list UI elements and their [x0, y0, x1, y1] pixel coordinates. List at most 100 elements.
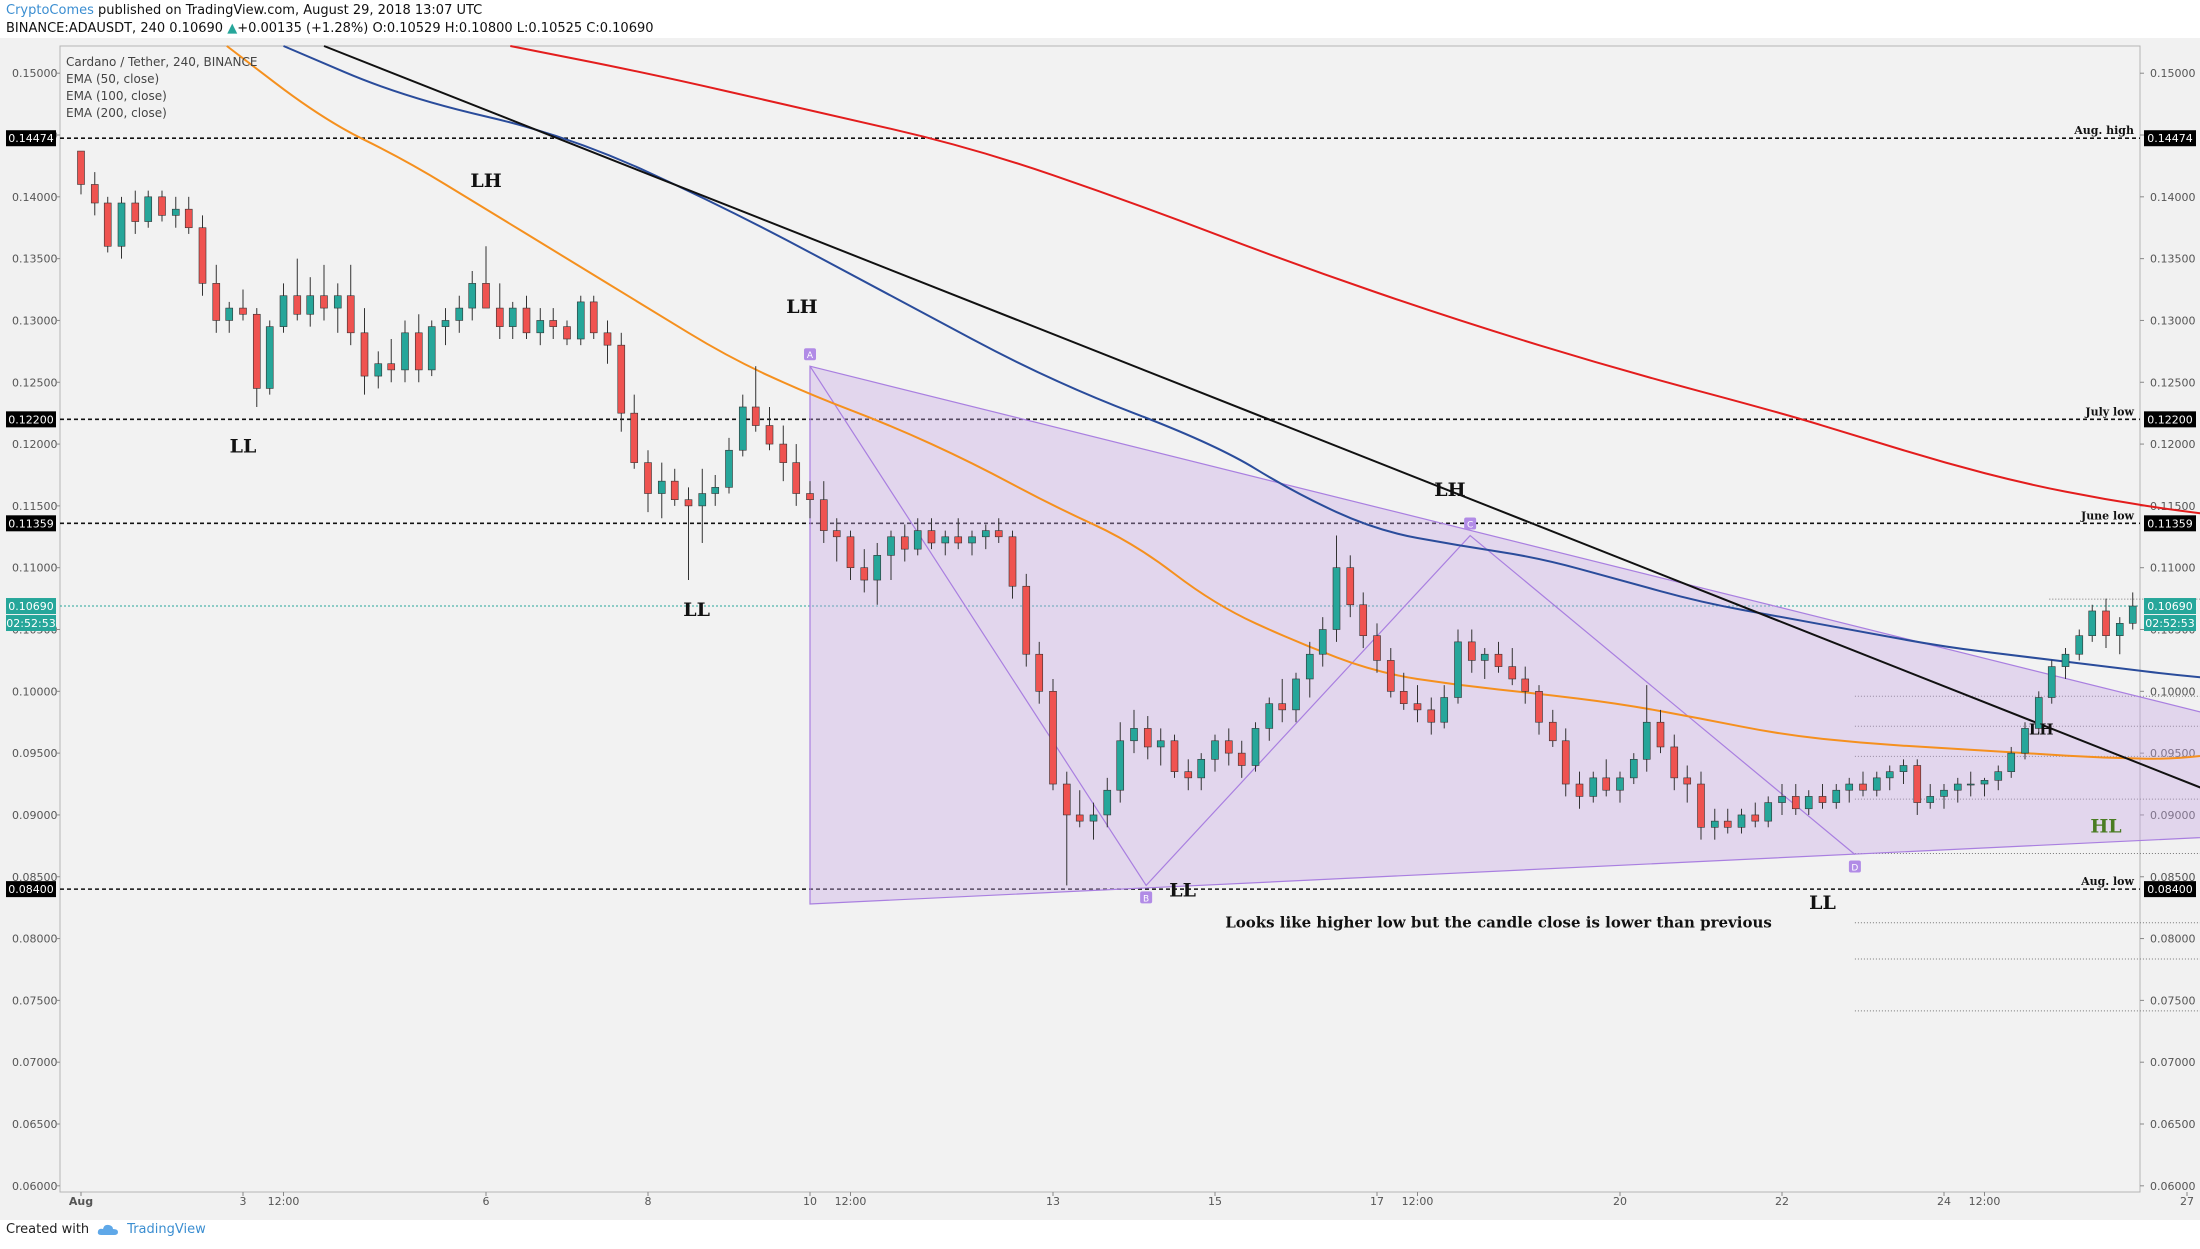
candle-body-up [725, 449, 733, 488]
candle-body-up [171, 208, 180, 216]
legend-ema200: EMA (200, close) [66, 106, 167, 120]
candle [1723, 808, 1732, 834]
candle [657, 462, 666, 519]
candle-body-down [1697, 783, 1705, 828]
countdown-badge-right [2144, 615, 2196, 632]
y-tick-label-right: 0.12000 [2150, 438, 2196, 451]
candle-body-up [981, 530, 990, 538]
y-tick-label-right: 0.11000 [2150, 562, 2196, 575]
candle [981, 524, 990, 550]
candle [522, 295, 531, 339]
pattern-point-label: B [1143, 894, 1149, 904]
candle [2075, 629, 2084, 661]
tradingview-link[interactable]: TradingView [127, 1222, 206, 1237]
candle [427, 320, 436, 377]
candle-body-down [1170, 740, 1179, 772]
candle [212, 264, 221, 333]
candle-body-up [738, 406, 747, 451]
candle [1089, 802, 1098, 840]
candle-body-up [265, 326, 274, 389]
candle-body-up [968, 536, 976, 544]
candle [1642, 685, 1651, 772]
price-badge-right [2144, 411, 2196, 428]
candle [252, 308, 261, 407]
candle-body-down [751, 406, 760, 426]
candle [1184, 759, 1193, 791]
candle-body-down [954, 536, 963, 544]
candle-body-up [1966, 783, 1975, 786]
candle [1292, 672, 1300, 723]
candle-body-up [401, 332, 409, 371]
swing-label: LL [1169, 880, 1196, 902]
candle-body-down [1913, 765, 1922, 803]
y-tick-label-left: 0.11000 [12, 562, 58, 575]
candle-body-down [77, 150, 85, 185]
candle [1737, 808, 1746, 834]
candle-body-down [1670, 746, 1679, 779]
candle [374, 351, 383, 389]
candle-body-up [1980, 780, 1989, 785]
candle [293, 258, 302, 321]
candle [1548, 709, 1557, 747]
candle [617, 332, 626, 432]
candle-body-up [1616, 777, 1624, 791]
candle [563, 320, 571, 346]
candle-body-up [1130, 728, 1138, 742]
candle-body-down [1399, 691, 1408, 704]
x-tick-label: 8 [645, 1195, 652, 1208]
candle [1535, 685, 1543, 735]
candle [1764, 796, 1773, 828]
candle [2061, 648, 2070, 679]
y-tick-label-left: 0.07500 [12, 994, 58, 1007]
candle [1899, 759, 1908, 785]
x-tick-label: 24 [1937, 1195, 1951, 1208]
candle-body-up [1899, 765, 1908, 772]
candle-body-up [1832, 789, 1841, 803]
y-tick-label-right: 0.12500 [2150, 376, 2196, 389]
candle [1062, 771, 1071, 886]
y-tick-label-right: 0.07000 [2150, 1056, 2196, 1069]
publish-header: CryptoComes published on TradingView.com… [6, 3, 482, 18]
candle [1237, 740, 1246, 778]
candle [131, 190, 140, 234]
candle [1440, 685, 1449, 729]
candle [806, 481, 814, 519]
price-badge-right [2144, 598, 2196, 615]
candle-body-down [1818, 796, 1827, 803]
candle-body-up [657, 480, 666, 494]
footer: Created with TradingView [6, 1222, 206, 1237]
candle [2047, 660, 2056, 704]
candle [1629, 753, 1638, 785]
price-badge-right [2144, 130, 2196, 147]
x-tick-label: Aug [69, 1195, 93, 1208]
triangle-pattern [809, 365, 2200, 905]
candle [1197, 753, 1206, 791]
candle-body-down [1683, 777, 1692, 785]
candle [1966, 771, 1975, 797]
candle-body-down [684, 499, 693, 507]
candle-body-down [806, 493, 814, 501]
candle [1049, 678, 1057, 791]
candle-body-up [913, 530, 922, 550]
candle-body-down [158, 196, 166, 216]
candle [1670, 734, 1679, 791]
candle-body-down [644, 462, 652, 494]
candle [225, 301, 234, 333]
candle-body-up [1156, 740, 1165, 748]
y-tick-label-left: 0.09000 [12, 809, 58, 822]
candle [468, 270, 477, 321]
candle [1859, 771, 1867, 797]
candle [994, 518, 1003, 543]
candle [2102, 598, 2110, 649]
swing-label: LL [1809, 892, 1836, 914]
y-tick-label-left: 0.08500 [12, 871, 58, 884]
candle [1845, 777, 1854, 803]
candle-body-down [103, 202, 112, 247]
y-tick-label-right: 0.10000 [2150, 685, 2196, 698]
swing-label: LH [2029, 721, 2054, 739]
author-link[interactable]: CryptoComes [6, 3, 94, 18]
y-tick-label-right: 0.09000 [2150, 809, 2196, 822]
candle [2007, 746, 2016, 778]
swing-label: LH [470, 170, 501, 192]
